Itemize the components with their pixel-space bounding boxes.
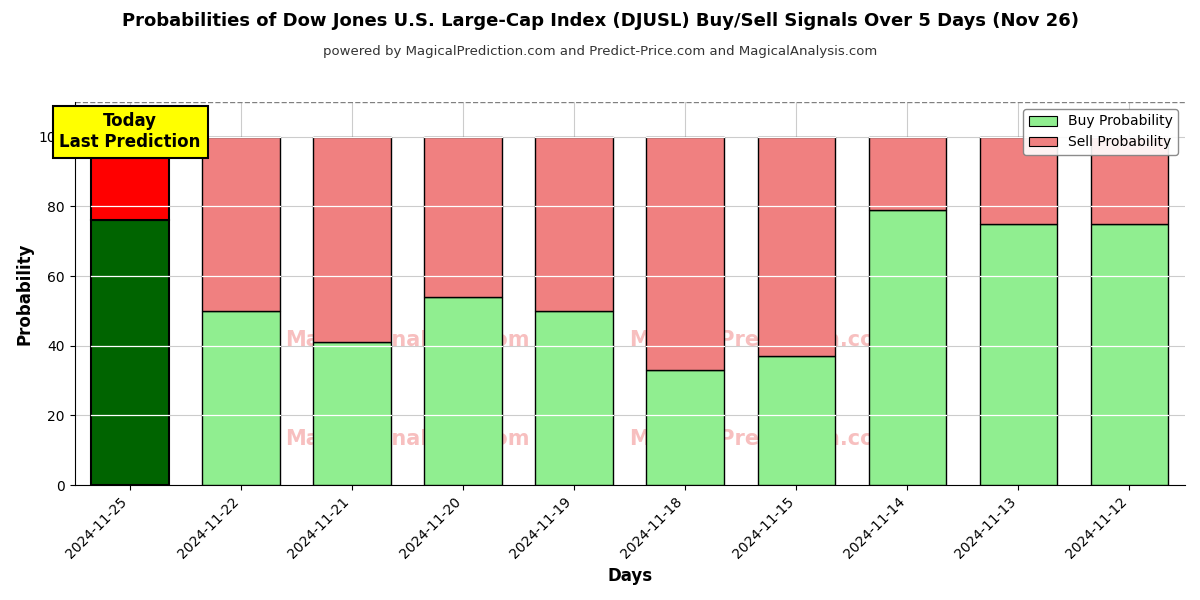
Bar bbox=[647, 137, 725, 370]
Text: Today
Last Prediction: Today Last Prediction bbox=[60, 112, 200, 151]
Bar bbox=[647, 370, 725, 485]
Text: MagicalPrediction.com: MagicalPrediction.com bbox=[630, 329, 896, 350]
X-axis label: Days: Days bbox=[607, 567, 653, 585]
Bar bbox=[91, 220, 169, 485]
Bar bbox=[1091, 137, 1169, 224]
Bar bbox=[1091, 224, 1169, 485]
Bar bbox=[979, 224, 1057, 485]
Bar bbox=[425, 297, 502, 485]
Text: MagicalPrediction.com: MagicalPrediction.com bbox=[630, 429, 896, 449]
Bar bbox=[91, 137, 169, 220]
Bar bbox=[869, 210, 947, 485]
Text: MagicalAnalysis.com: MagicalAnalysis.com bbox=[286, 429, 530, 449]
Bar bbox=[757, 356, 835, 485]
Bar bbox=[203, 311, 280, 485]
Bar bbox=[203, 137, 280, 311]
Bar bbox=[313, 342, 391, 485]
Bar bbox=[979, 137, 1057, 224]
Text: Probabilities of Dow Jones U.S. Large-Cap Index (DJUSL) Buy/Sell Signals Over 5 : Probabilities of Dow Jones U.S. Large-Ca… bbox=[121, 12, 1079, 30]
Legend: Buy Probability, Sell Probability: Buy Probability, Sell Probability bbox=[1024, 109, 1178, 155]
Y-axis label: Probability: Probability bbox=[16, 242, 34, 345]
Bar bbox=[425, 137, 502, 297]
Bar bbox=[535, 311, 613, 485]
Text: powered by MagicalPrediction.com and Predict-Price.com and MagicalAnalysis.com: powered by MagicalPrediction.com and Pre… bbox=[323, 44, 877, 58]
Bar bbox=[869, 137, 947, 210]
Bar bbox=[535, 137, 613, 311]
Text: MagicalAnalysis.com: MagicalAnalysis.com bbox=[286, 329, 530, 350]
Bar bbox=[313, 137, 391, 342]
Bar bbox=[757, 137, 835, 356]
